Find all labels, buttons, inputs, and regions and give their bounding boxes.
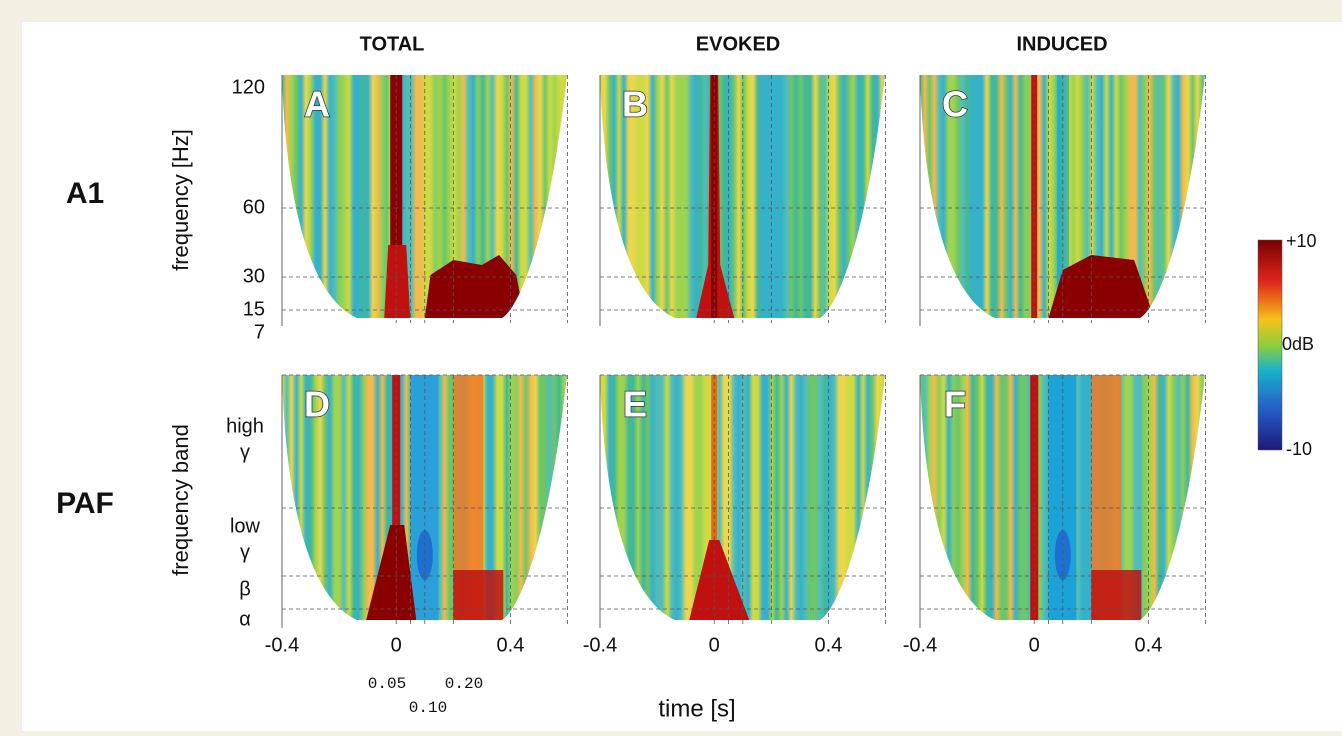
column-title: INDUCED [1016,33,1107,55]
colorbar-label: +10 [1286,231,1317,251]
response [416,530,433,580]
x-tick-label: 0.4 [497,634,525,656]
x-tick-label: -0.4 [583,634,617,656]
y-tick-label: 15 [243,298,265,320]
y-tick-label: 7 [254,321,265,343]
panel-letter: E [623,384,647,425]
response [1048,255,1155,318]
panel-letter: C [942,84,968,125]
x-annotation: 0.10 [409,699,447,717]
panel-letter: B [622,84,648,125]
x-tick-label: 0 [391,634,402,656]
y-tick-label: β [239,578,251,600]
y-axis-label: frequency band [168,424,193,576]
column-title: TOTAL [360,33,425,55]
colorbar-label: -10 [1286,439,1312,459]
response [1091,570,1142,620]
y-tick-label: 30 [243,265,265,287]
x-tick-label: 0.4 [815,634,843,656]
y-tick-label: high [226,415,264,437]
x-tick-label: 0.4 [1135,634,1163,656]
x-tick-label: 0 [1029,634,1040,656]
y-tick-label: 60 [243,196,265,218]
column-title: EVOKED [696,33,780,55]
colorbar [1257,239,1283,451]
x-annotation: 0.20 [445,675,483,693]
response [1054,530,1071,580]
response [424,255,525,318]
x-tick-label: 0 [709,634,720,656]
x-tick-label: -0.4 [265,634,299,656]
row-label: A1 [66,177,104,210]
y-tick-label: 120 [232,76,265,98]
panel-letter: D [304,384,330,425]
y-tick-label: γ [240,541,250,563]
x-annotation: 0.05 [368,675,406,693]
y-tick-label: low [230,515,261,537]
y-axis-label: frequency [Hz] [168,129,193,271]
panel-letter: A [304,84,330,125]
response [453,570,504,620]
x-tick-label: -0.4 [903,634,937,656]
response [384,245,411,318]
panel-letter: F [944,384,966,425]
row-label: PAF [56,487,114,520]
x-axis-label: time [s] [658,695,735,722]
y-tick-label: γ [240,441,250,463]
response [366,525,417,620]
response [689,540,750,620]
y-tick-label: α [239,608,251,630]
colorbar-label: 0dB [1282,334,1314,354]
